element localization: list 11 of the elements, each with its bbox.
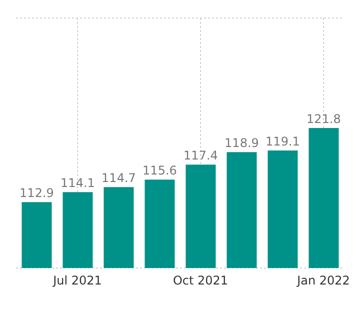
data-label: 112.9 [20,186,54,200]
data-label: 114.7 [102,171,136,186]
data-label: 121.8 [306,112,341,126]
data-label: 114.1 [60,176,95,190]
x-tick-label: Jan 2022 [296,274,350,288]
data-label: 119.1 [266,134,300,148]
data-label: 115.6 [142,164,177,178]
x-tick-label: Jul 2021 [52,274,102,288]
x-tick-label: Oct 2021 [172,274,228,288]
data-label: 117.4 [184,148,218,163]
data-label: 118.9 [224,136,259,150]
